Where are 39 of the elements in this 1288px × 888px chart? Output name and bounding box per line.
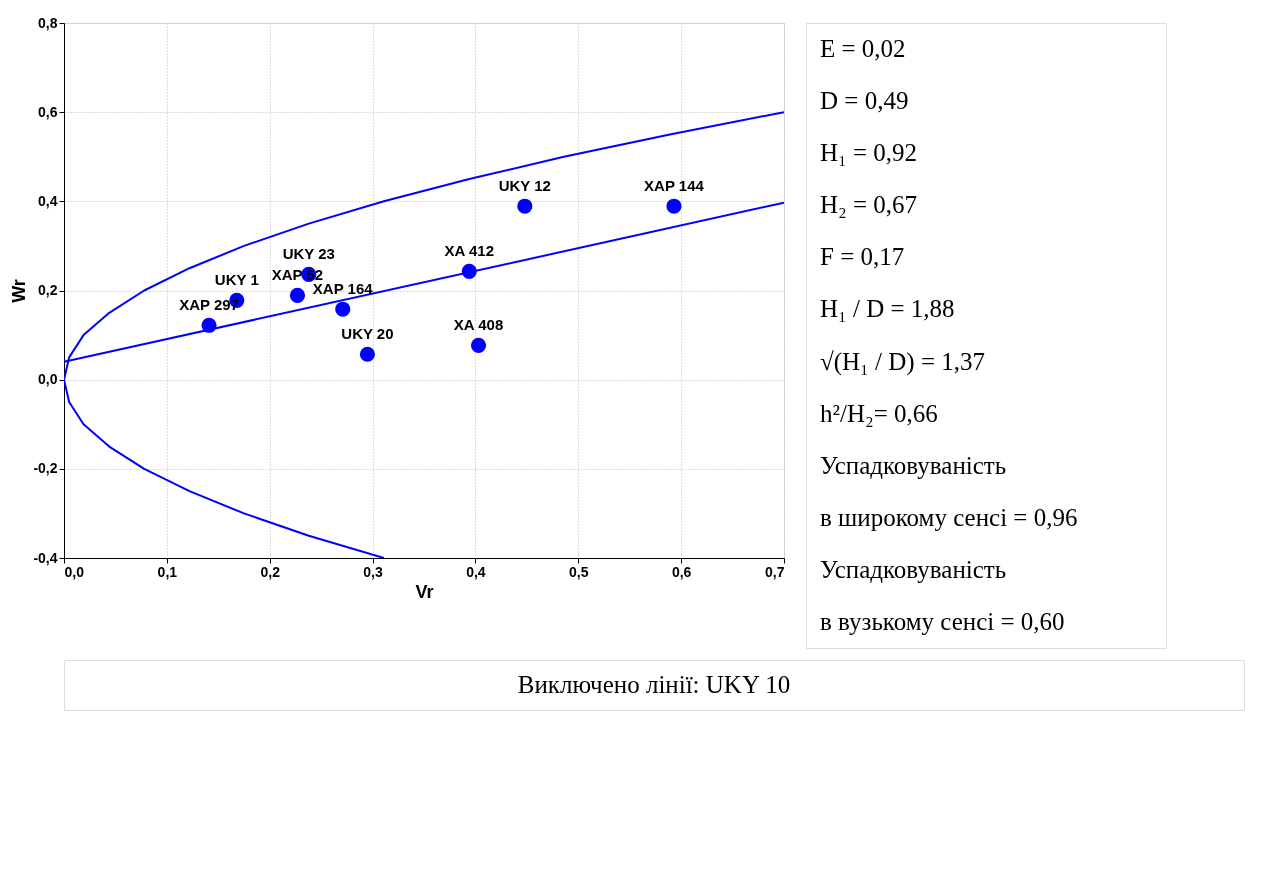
text: h²/H₂= 0,66 [820, 399, 938, 427]
text: H₂ = 0,67 [820, 191, 918, 219]
text: Виключено лінії: UKY 10 [517, 671, 791, 698]
text: H₁ = 0,92 [820, 139, 918, 167]
text: Успадковуваність [820, 451, 1007, 479]
x-tick-label: 0,2 [260, 563, 281, 580]
annotation: UKY 12 [498, 177, 551, 195]
annotation: XA 408 [453, 316, 504, 334]
y-tick-label: 0,2 [38, 282, 58, 298]
annotation: XAP 144 [644, 177, 705, 195]
text: √(H₁ / D) = 1,37 [820, 347, 985, 376]
annotation: UKY 20 [341, 325, 394, 343]
annotation: XA 412 [444, 242, 494, 260]
y-tick-label: -0,2 [33, 460, 58, 477]
x-tick-label: 0,4 [466, 563, 486, 580]
text: E = 0,02 [820, 35, 906, 63]
y-tick-label: 0,6 [38, 103, 58, 120]
x-tick-label: 0,1 [157, 563, 178, 580]
text: D = 0,49 [820, 87, 909, 115]
text: F = 0,17 [820, 243, 905, 271]
x-tick-label: 0,0 [64, 563, 85, 580]
text: Успадковуваність [820, 555, 1007, 583]
y-tick-label: 0,4 [38, 192, 58, 209]
x-tick-label: 0,6 [671, 563, 692, 580]
annotation: XAP 297 [179, 296, 239, 314]
y-tick-label: 0,8 [38, 14, 58, 31]
x-tick-label: 0,7 [765, 563, 785, 580]
text: в широкому сенсі = 0,96 [820, 503, 1078, 531]
text: в вузькому сенсі = 0,60 [820, 607, 1065, 635]
y-tick-label: -0,4 [33, 549, 58, 566]
x-axis-title: Vr [415, 581, 434, 602]
annotation: UKY 1 [214, 271, 259, 289]
y-axis-title: Wr [9, 279, 30, 303]
x-tick-label: 0,5 [569, 563, 589, 580]
y-tick-label: 0,0 [38, 371, 58, 388]
text: H₁ / D = 1,88 [820, 295, 955, 323]
x-tick-label: 0,3 [363, 563, 384, 580]
annotation: UKY 23 [282, 245, 335, 263]
annotation: XAP 164 [312, 280, 374, 298]
